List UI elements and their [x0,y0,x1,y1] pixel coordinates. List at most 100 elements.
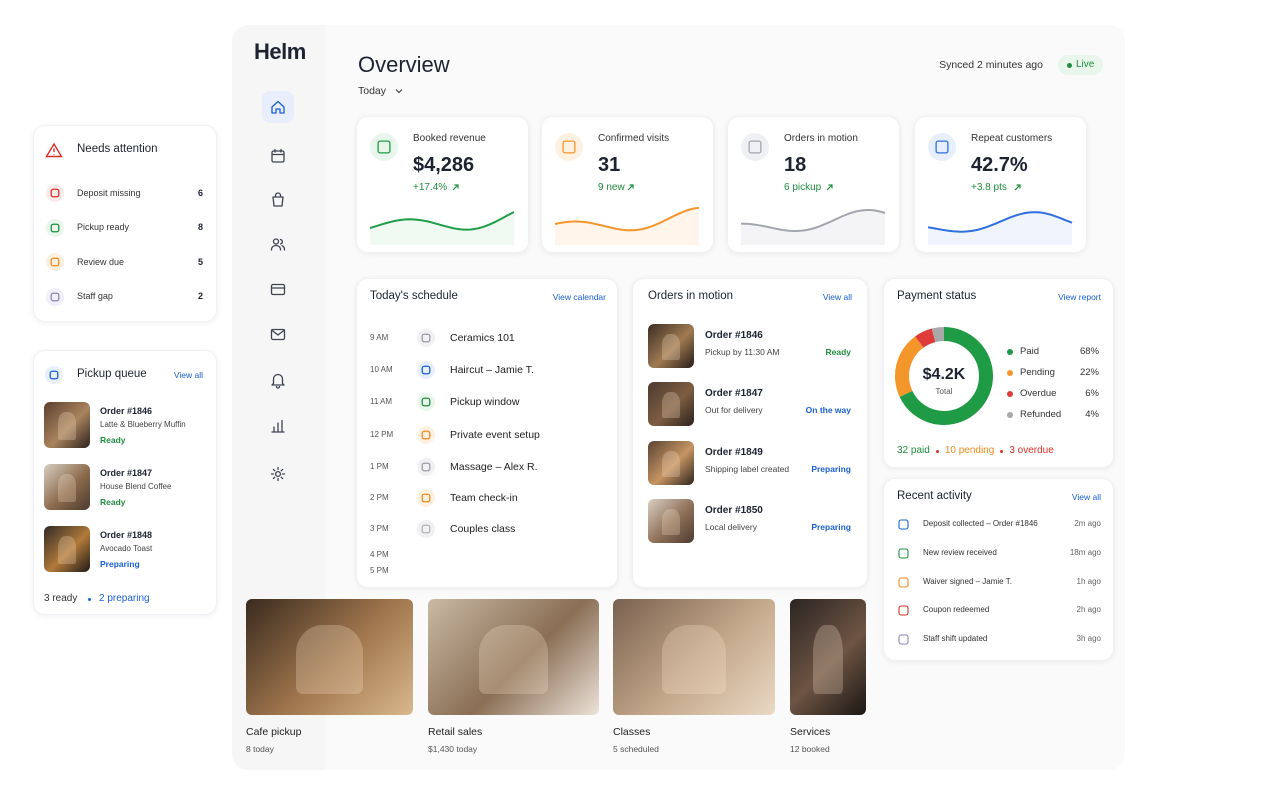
kpi-label: Confirmed visits [598,133,670,144]
schedule-title: Today's schedule [370,290,458,303]
tile-photo[interactable] [246,599,413,715]
photo-subject [661,333,681,361]
kpi-change: 6 pickup [784,182,822,193]
kpi-value: 42.7% [971,154,1028,176]
nav-reports[interactable] [269,417,287,435]
activity-title: Recent activity [897,490,972,503]
kpi-label: Booked revenue [413,133,486,144]
nav-payments[interactable] [269,280,287,298]
schedule-card [356,278,618,588]
kpi-change: +3.8 pts [971,182,1007,193]
tile-name: Services [790,725,831,738]
order-number: Order #1847 [705,388,763,399]
legend-dot [1007,412,1013,418]
payment-title: Payment status [897,290,977,303]
chevron [395,89,403,94]
legend-dot [1007,349,1013,355]
nav-calendar[interactable] [269,147,287,165]
photo-subject [661,624,727,695]
kpi-change: +17.4% [413,182,448,193]
legend-dot [1007,370,1013,376]
order-detail: Out for delivery [705,404,763,415]
nav-notifications[interactable] [269,371,287,389]
nav-settings[interactable] [269,465,287,483]
pickup-photo [44,464,90,510]
schedule-event: Haircut – Jamie T. [450,363,534,376]
photo-subject [661,450,681,478]
schedule-icon [417,361,435,379]
pickup-item: House Blend Coffee [100,482,172,491]
photo-subject [661,508,681,536]
legend-value: 68% [1079,346,1099,358]
attention-item-count: 2 [197,291,203,302]
schedule-event: Team check-in [450,491,518,504]
activity-icon [898,519,909,530]
attention-item-count: 5 [197,256,203,267]
legend-name: Paid [1020,346,1040,358]
nav-home[interactable] [269,98,287,116]
attention-item-label: Pickup ready [77,222,130,233]
orders-action[interactable]: View all [822,291,852,302]
attention-item-icon [46,184,64,202]
kpi-change-arrow [826,184,833,191]
kpi-sparkline [369,211,515,245]
activity-icon [898,634,909,645]
order-photo [648,441,694,485]
nav-orders[interactable] [269,191,287,209]
range-select[interactable]: Today [358,85,387,97]
schedule-time: 4 PM [370,550,389,559]
attention-icon [45,142,63,158]
kpi-icon [555,133,583,161]
pickup-photo [44,526,90,572]
page-title: Overview [358,52,450,77]
kpi-change-arrow [452,184,459,191]
activity-text: New review received [923,547,997,557]
kpi-value: 31 [598,154,621,176]
tile-photo[interactable] [790,599,866,715]
nav-messages[interactable] [269,325,287,343]
activity-icon [898,577,909,588]
attention-card [33,125,217,322]
schedule-event: Ceramics 101 [450,331,515,344]
tile-photo[interactable] [613,599,775,715]
kpi-change: 9 new [598,182,625,193]
attention-title: Needs attention [77,143,158,156]
activity-time: 1h ago [1076,576,1101,586]
kpi-sparkline [927,211,1073,245]
schedule-time: 10 AM [370,365,393,374]
pickup-status: Ready [100,496,126,507]
schedule-time: 5 PM [370,566,389,575]
legend-value: 6% [1085,388,1099,400]
order-status: On the way [805,404,851,415]
live-label: Live [1076,59,1095,70]
legend-name: Pending [1020,367,1055,379]
schedule-icon [417,458,435,476]
tile-photo[interactable] [428,599,599,715]
activity-icon [898,548,909,559]
order-status: Preparing [811,463,851,474]
schedule-event: Private event setup [450,428,540,441]
nav-customers[interactable] [269,235,287,253]
attention-item-icon [46,287,64,306]
kpi-change-arrow [627,184,634,191]
kpi-label: Repeat customers [971,133,1053,144]
activity-time: 2m ago [1074,519,1101,528]
activity-text: Waiver signed – Jamie T. [923,576,1012,586]
activity-action[interactable]: View all [1071,491,1101,502]
kpi-icon [741,133,769,161]
schedule-time: 9 AM [370,333,389,342]
activity-time: 2h ago [1076,605,1101,615]
schedule-event: Couples class [450,522,516,535]
pickup-action[interactable]: View all [173,369,203,380]
donut-segment [895,327,993,425]
pickup-status: Ready [100,434,126,445]
attention-item-label: Staff gap [77,291,113,302]
payment-summary: 10 pending [944,445,995,456]
schedule-action[interactable]: View calendar [552,291,606,302]
donut [895,327,993,425]
order-status: Preparing [811,521,851,532]
payment-action[interactable]: View report [1058,291,1101,302]
schedule-event: Pickup window [450,395,520,408]
